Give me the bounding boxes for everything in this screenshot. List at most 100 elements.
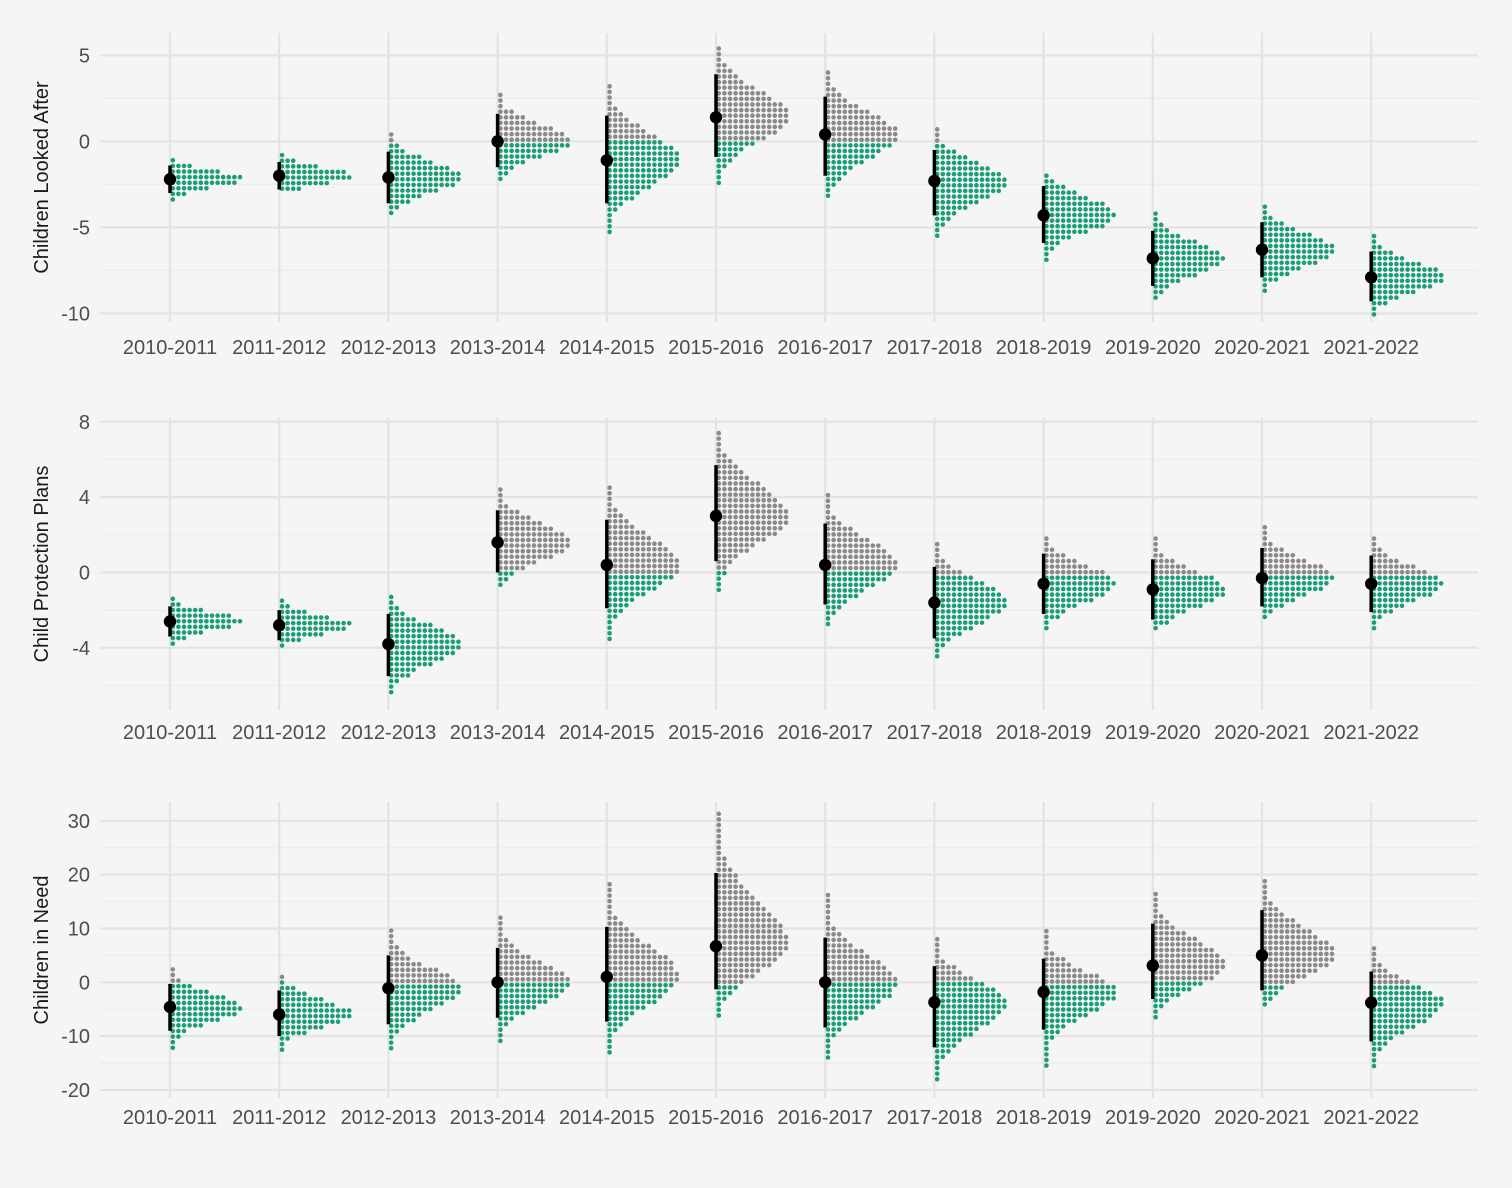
quantile-dot bbox=[428, 188, 433, 193]
quantile-dot bbox=[433, 633, 439, 639]
quantile-dot bbox=[1158, 222, 1164, 228]
quantile-dot bbox=[537, 537, 542, 543]
quantile-dot bbox=[1416, 272, 1422, 278]
quantile-dot bbox=[187, 1000, 192, 1006]
quantile-dot bbox=[1170, 981, 1175, 986]
quantile-dot bbox=[198, 1000, 204, 1006]
quantile-dot bbox=[836, 1010, 842, 1016]
quantile-dot bbox=[1158, 970, 1164, 975]
quantile-dot bbox=[1077, 979, 1083, 984]
quantile-dot bbox=[542, 543, 548, 548]
quantile-dot bbox=[1072, 592, 1077, 597]
quantile-dot bbox=[514, 977, 520, 982]
quantile-dot bbox=[727, 929, 733, 934]
quantile-dot bbox=[607, 218, 612, 224]
quantile-dot bbox=[876, 971, 881, 976]
quantile-dot bbox=[1083, 996, 1088, 1001]
quantile-dot bbox=[1066, 235, 1072, 240]
quantile-dot bbox=[853, 532, 859, 537]
quantile-dot bbox=[722, 503, 727, 509]
quantile-dot bbox=[1405, 985, 1410, 990]
quantile-dot bbox=[727, 923, 733, 929]
quantile-dot bbox=[663, 960, 668, 966]
quantile-dot bbox=[876, 143, 881, 148]
quantile-dot bbox=[433, 650, 439, 656]
quantile-dot bbox=[302, 609, 307, 615]
quantile-dot bbox=[934, 1048, 940, 1054]
quantile-dot bbox=[974, 609, 979, 614]
quantile-dot bbox=[1055, 212, 1060, 218]
quantile-dot bbox=[1175, 942, 1181, 947]
quantile-dot bbox=[612, 999, 618, 1005]
quantile-dot bbox=[514, 131, 520, 137]
quantile-dot bbox=[722, 130, 727, 135]
quantile-dot bbox=[957, 1037, 962, 1043]
quantile-dot bbox=[1175, 981, 1181, 986]
quantile-dot bbox=[1268, 962, 1273, 968]
quantile-dot bbox=[1307, 586, 1312, 592]
quantile-dot bbox=[520, 1010, 526, 1016]
quantile-dot bbox=[1072, 979, 1077, 984]
quantile-dot bbox=[302, 632, 307, 637]
quantile-dot bbox=[498, 921, 503, 926]
quantile-dot bbox=[1186, 261, 1192, 267]
quantile-dot bbox=[1044, 257, 1049, 263]
quantile-dot bbox=[836, 532, 842, 537]
quantile-dot bbox=[968, 998, 974, 1004]
quantile-dot bbox=[279, 1047, 285, 1053]
quantile-dot bbox=[1055, 962, 1060, 968]
quantile-dot bbox=[946, 569, 951, 575]
quantile-dot bbox=[957, 992, 962, 998]
quantile-dot bbox=[612, 190, 618, 196]
quantile-dot bbox=[444, 165, 450, 171]
quantile-dot bbox=[733, 929, 738, 934]
quantile-dot bbox=[825, 75, 831, 81]
point-estimate-2021-2022 bbox=[1365, 271, 1378, 284]
quantile-dot bbox=[1083, 212, 1088, 218]
quantile-dot bbox=[652, 558, 657, 563]
quantile-dot bbox=[1284, 974, 1290, 979]
quantile-dot bbox=[514, 509, 520, 515]
quantile-dot bbox=[640, 179, 646, 184]
quantile-dot bbox=[607, 89, 612, 95]
quantile-dot bbox=[962, 1026, 968, 1032]
quantile-dot bbox=[1296, 254, 1301, 260]
quantile-dot bbox=[1192, 256, 1198, 261]
quantile-dot bbox=[1158, 256, 1164, 261]
quantile-dot bbox=[531, 137, 537, 143]
x-tick-label: 2010-2011 bbox=[123, 1107, 217, 1129]
quantile-dot bbox=[1284, 979, 1290, 985]
quantile-dot bbox=[1049, 968, 1055, 973]
quantile-dot bbox=[1273, 974, 1279, 979]
quantile-dot bbox=[1153, 625, 1158, 631]
quantile-dot bbox=[330, 175, 335, 180]
quantile-dot bbox=[1329, 249, 1335, 254]
quantile-dot bbox=[1175, 233, 1181, 239]
quantile-dot bbox=[1214, 250, 1220, 256]
quantile-dot bbox=[848, 582, 853, 588]
quantile-dot bbox=[187, 174, 192, 180]
quantile-dot bbox=[1377, 962, 1382, 968]
quantile-dot bbox=[1060, 564, 1066, 569]
dotplot-2011-2012 bbox=[279, 974, 352, 1053]
quantile-dot bbox=[1399, 586, 1405, 592]
quantile-dot bbox=[1066, 564, 1072, 569]
quantile-dot bbox=[859, 993, 864, 999]
quantile-dot bbox=[842, 954, 848, 960]
quantile-dot bbox=[439, 656, 444, 661]
point-estimate-2021-2022 bbox=[1365, 996, 1378, 1009]
quantile-dot bbox=[825, 509, 831, 515]
quantile-dot bbox=[744, 113, 750, 118]
quantile-dot bbox=[232, 1006, 237, 1011]
quantile-dot bbox=[1060, 996, 1066, 1001]
quantile-dot bbox=[1044, 547, 1049, 553]
quantile-dot bbox=[559, 982, 565, 988]
quantile-dot bbox=[831, 937, 836, 943]
quantile-dot bbox=[388, 939, 394, 945]
quantile-dot bbox=[1399, 267, 1405, 272]
quantile-dot bbox=[848, 993, 853, 999]
quantile-dot bbox=[778, 929, 783, 934]
quantile-dot bbox=[766, 124, 772, 130]
quantile-dot bbox=[864, 993, 870, 999]
